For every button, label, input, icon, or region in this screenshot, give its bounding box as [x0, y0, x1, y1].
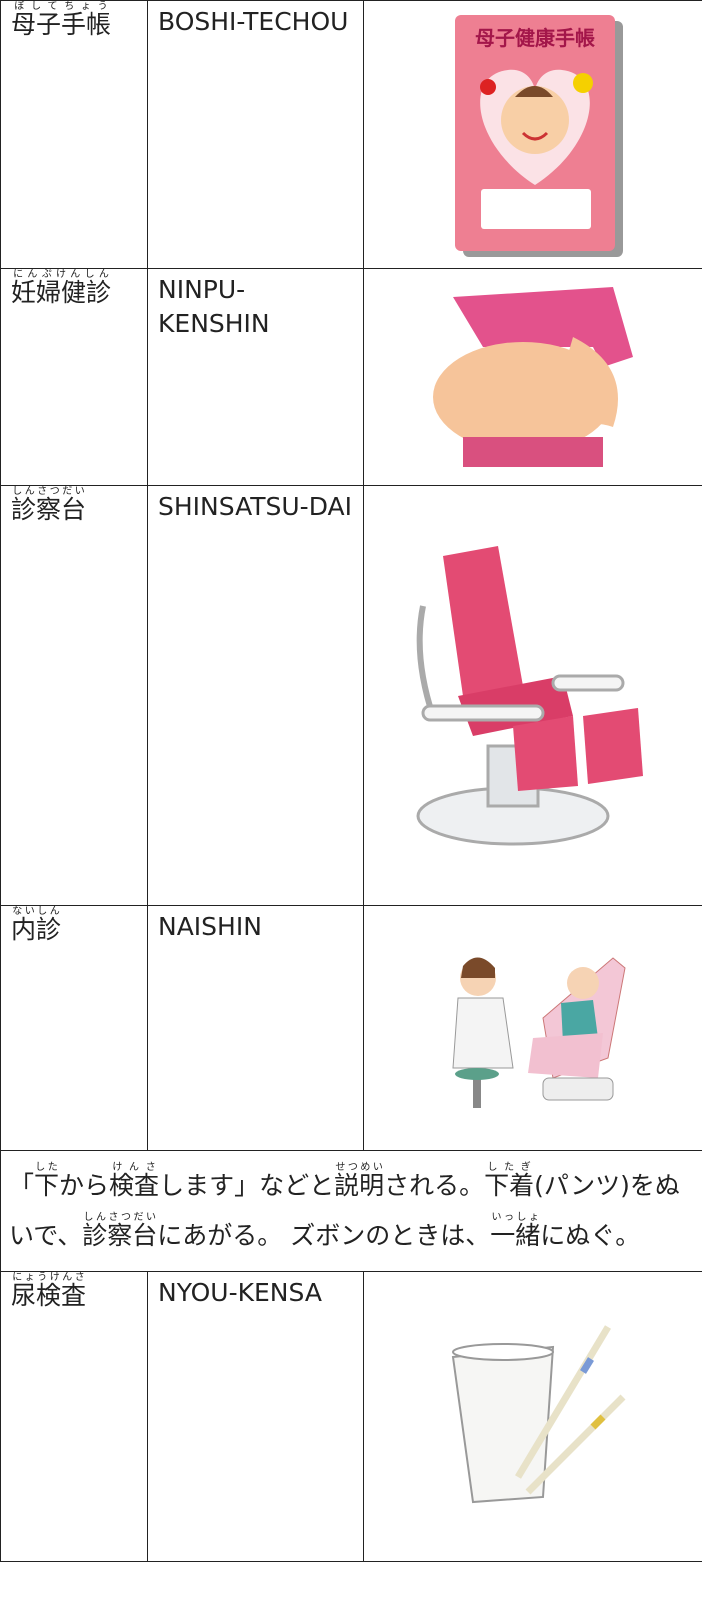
ruby-word: 下した — [34, 1162, 60, 1200]
romaji: BOSHI-TECHOU — [147, 0, 364, 269]
image-cell — [363, 268, 702, 486]
furigana: ないしん — [11, 906, 62, 917]
base-text: 検査 — [109, 1171, 160, 1200]
base-text: 下着 — [484, 1171, 535, 1200]
furigana: しんさつだい — [11, 486, 87, 497]
book-title: 母子健康手帳 — [475, 26, 595, 50]
image-cell: 母子健康手帳 — [363, 0, 702, 269]
base-text: 母子手帳 — [11, 10, 112, 39]
ruby-word: 一緒いっしょ — [490, 1212, 541, 1250]
vocabulary-table: 母子手帳ぼしてちょう BOSHI-TECHOU 母子健康手帳 妊婦健診にんぷけん… — [0, 0, 702, 1562]
romaji: NINPU-KENSHIN — [147, 268, 364, 486]
romaji: NYOU-KENSA — [147, 1271, 364, 1562]
text: します」などと — [159, 1171, 335, 1200]
furigana: せつめい — [334, 1162, 385, 1173]
ruby-word: 診察台しんさつだい — [82, 1212, 158, 1250]
base-text: 内診 — [11, 915, 62, 944]
base-text: 一緒 — [490, 1221, 541, 1250]
ruby-word: 内診ないしん — [11, 906, 62, 944]
row: 内診ないしん NAISHIN — [0, 905, 702, 1151]
boshi-techou-illustration: 母子健康手帳 — [455, 14, 623, 257]
base-text: 診察台 — [11, 495, 87, 524]
text: (パンツ)をぬいで、 — [9, 1171, 680, 1250]
pregnant-belly-illustration — [433, 287, 633, 467]
row: 診察台しんさつだい SHINSATSU-DAI — [0, 485, 702, 906]
furigana: したぎ — [484, 1162, 535, 1173]
ruby-word: 下着したぎ — [484, 1162, 535, 1200]
term-cell: 診察台しんさつだい — [0, 485, 148, 906]
text: される。 — [384, 1171, 485, 1200]
ruby-word: 検査けんさ — [109, 1162, 160, 1200]
urine-test-illustration — [451, 1324, 626, 1503]
base-text: 説明 — [334, 1171, 385, 1200]
furigana: ぼしてちょう — [11, 1, 112, 12]
row: 「下したから検査けんさします」などと説明せつめいされる。下着したぎ(パンツ)をぬ… — [0, 1150, 702, 1272]
text: 「 — [9, 1171, 35, 1200]
note-cell: 「下したから検査けんさします」などと説明せつめいされる。下着したぎ(パンツ)をぬ… — [0, 1150, 702, 1272]
ruby-word: 診察台しんさつだい — [11, 486, 87, 524]
romaji: NAISHIN — [147, 905, 364, 1151]
base-text: 診察台 — [82, 1221, 158, 1250]
row: 妊婦健診にんぷけんしん NINPU-KENSHIN — [0, 268, 702, 486]
furigana: にんぷけんしん — [11, 269, 112, 280]
furigana: した — [34, 1162, 60, 1173]
term-cell: 母子手帳ぼしてちょう — [0, 0, 148, 269]
text: から — [59, 1171, 110, 1200]
base-text: 尿検査 — [11, 1281, 87, 1310]
furigana: にょうけんさ — [11, 1272, 87, 1283]
base-text: 妊婦健診 — [11, 278, 112, 307]
term-cell: 尿検査にょうけんさ — [0, 1271, 148, 1562]
romaji: SHINSATSU-DAI — [147, 485, 364, 906]
furigana: けんさ — [109, 1162, 160, 1173]
base-text: 下 — [34, 1171, 60, 1200]
image-cell — [363, 905, 702, 1151]
examination-chair-illustration — [416, 545, 643, 845]
text: にあがる。 ズボンのときは、 — [157, 1221, 491, 1250]
ruby-word: 妊婦健診にんぷけんしん — [11, 269, 112, 307]
row: 尿検査にょうけんさ NYOU-KENSA — [0, 1271, 702, 1562]
term-cell: 内診ないしん — [0, 905, 148, 1151]
furigana: しんさつだい — [82, 1212, 158, 1223]
text: にぬぐ。 — [540, 1221, 641, 1250]
term-cell: 妊婦健診にんぷけんしん — [0, 268, 148, 486]
image-cell — [363, 485, 702, 906]
ruby-word: 説明せつめい — [334, 1162, 385, 1200]
ruby-word: 母子手帳ぼしてちょう — [11, 1, 112, 39]
furigana: いっしょ — [490, 1212, 541, 1223]
ruby-word: 尿検査にょうけんさ — [11, 1272, 87, 1310]
row: 母子手帳ぼしてちょう BOSHI-TECHOU 母子健康手帳 — [0, 0, 702, 269]
internal-exam-illustration — [452, 957, 626, 1108]
image-cell — [363, 1271, 702, 1562]
